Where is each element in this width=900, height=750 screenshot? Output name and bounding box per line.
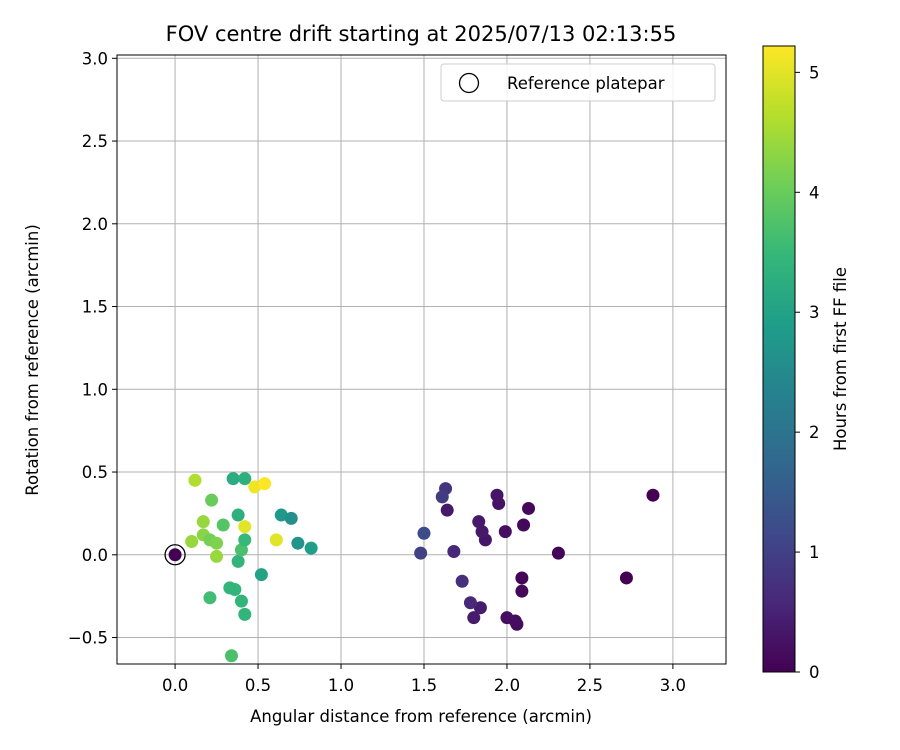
x-axis-ticks: 0.0 0.5 1.0 1.5 2.0 2.5 3.0 — [162, 664, 686, 695]
data-point — [515, 584, 529, 598]
data-point — [216, 518, 230, 532]
data-point — [304, 541, 318, 555]
data-point — [472, 515, 486, 529]
data-point — [203, 591, 217, 605]
data-point — [619, 571, 633, 585]
x-tick-label: 1.5 — [411, 676, 437, 695]
data-point — [234, 543, 248, 557]
data-point — [234, 594, 248, 608]
data-point — [440, 503, 454, 517]
colorbar-ticks: 0 1 2 3 4 5 — [795, 63, 820, 682]
data-point — [522, 501, 536, 515]
legend: Reference platepar — [440, 63, 716, 102]
data-point — [231, 508, 245, 522]
data-point — [188, 473, 202, 487]
y-tick-label: 2.0 — [82, 215, 108, 234]
y-tick-label: 1.5 — [82, 298, 108, 317]
colorbar-tick-label: 1 — [809, 543, 820, 562]
x-tick-label: 1.0 — [328, 676, 354, 695]
x-tick-label: 2.5 — [577, 676, 603, 695]
data-point — [417, 526, 431, 540]
legend-box — [440, 63, 716, 102]
x-tick-label: 0.0 — [162, 676, 188, 695]
legend-reference-marker — [458, 72, 480, 94]
colorbar-tick-label: 2 — [809, 423, 820, 442]
data-point — [291, 536, 305, 550]
colorbar-tick-label: 5 — [809, 63, 820, 82]
x-tick-label: 2.0 — [494, 676, 520, 695]
data-point — [274, 508, 288, 522]
y-tick-label: 1.0 — [82, 380, 108, 399]
axes-frame — [116, 54, 727, 665]
chart-title: FOV centre drift starting at 2025/07/13 … — [166, 22, 677, 46]
data-point — [224, 649, 238, 663]
data-point — [467, 611, 481, 625]
data-point — [238, 533, 252, 547]
reference-platepar-marker — [164, 544, 186, 566]
data-point — [226, 472, 240, 486]
y-axis-label: Rotation from reference (arcmin) — [23, 224, 42, 496]
data-point — [210, 536, 224, 550]
y-tick-label: −0.5 — [68, 629, 108, 648]
data-points — [168, 472, 660, 663]
y-tick-label: 3.0 — [82, 49, 108, 68]
data-point — [498, 525, 512, 539]
data-point — [168, 548, 182, 562]
data-point — [269, 533, 283, 547]
data-point — [463, 596, 477, 610]
data-point — [475, 525, 489, 539]
colorbar-tick-label: 3 — [809, 303, 820, 322]
data-point — [515, 571, 529, 585]
colorbar-label: Hours from first FF file — [831, 267, 850, 451]
data-point — [210, 549, 224, 563]
data-point — [646, 488, 660, 502]
colorbar-tick-label: 4 — [809, 183, 820, 202]
data-point — [196, 515, 210, 529]
colorbar-gradient — [763, 46, 795, 672]
data-point — [473, 601, 487, 615]
x-tick-label: 3.0 — [660, 676, 686, 695]
y-tick-label: 2.5 — [82, 132, 108, 151]
data-point — [248, 480, 262, 494]
data-point — [284, 511, 298, 525]
reference-marker — [164, 544, 186, 566]
y-tick-label: 0.5 — [82, 463, 108, 482]
data-point — [228, 583, 242, 597]
data-point — [414, 546, 428, 560]
data-point — [238, 472, 252, 486]
data-point — [435, 490, 449, 504]
y-axis-ticks: −0.5 0.0 0.5 1.0 1.5 2.0 2.5 3.0 — [68, 49, 117, 648]
y-tick-label: 0.0 — [82, 546, 108, 565]
colorbar-tick-label: 0 — [809, 663, 820, 682]
data-point — [517, 518, 531, 532]
data-point — [254, 568, 268, 582]
data-point — [231, 554, 245, 568]
x-tick-label: 0.5 — [245, 676, 271, 695]
data-point — [500, 611, 514, 625]
data-point — [238, 607, 252, 621]
data-point — [455, 574, 469, 588]
data-point — [205, 493, 219, 507]
data-point — [258, 477, 272, 491]
x-axis-label: Angular distance from reference (arcmin) — [250, 707, 592, 726]
data-point — [238, 520, 252, 534]
data-point — [551, 546, 565, 560]
data-point — [447, 544, 461, 558]
colorbar-frame — [762, 45, 796, 673]
data-point — [490, 488, 504, 502]
legend-entry-reference-platepar: Reference platepar — [507, 74, 665, 93]
data-point — [185, 535, 199, 549]
